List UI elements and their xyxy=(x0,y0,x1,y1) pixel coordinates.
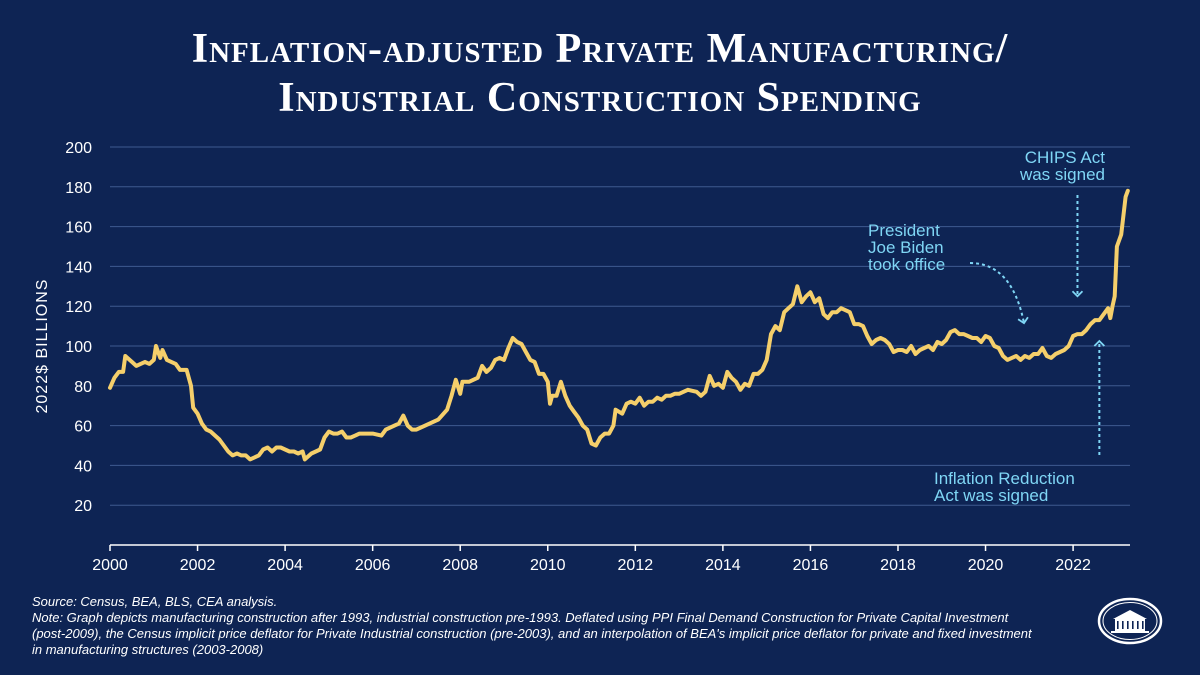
x-tick-label: 2016 xyxy=(793,557,829,574)
annotation-biden-office-line: President xyxy=(868,221,940,240)
x-tick-label: 2012 xyxy=(618,557,654,574)
annotation-biden-office-arrow xyxy=(969,262,1029,325)
y-tick-label: 80 xyxy=(74,379,92,396)
annotation-ira-line: Act was signed xyxy=(934,486,1048,505)
annotation-biden-office-line: Joe Biden xyxy=(868,238,944,257)
x-tick-label: 2008 xyxy=(442,557,478,574)
y-tick-label: 180 xyxy=(65,180,92,197)
x-tick-label: 2020 xyxy=(968,557,1004,574)
x-tick-label: 2010 xyxy=(530,557,566,574)
chart-title-line-2: Industrial Construction Spending xyxy=(278,75,922,121)
y-tick-label: 40 xyxy=(74,458,92,475)
y-tick-label: 160 xyxy=(65,220,92,237)
x-tick-label: 2022 xyxy=(1055,557,1091,574)
y-tick-label: 60 xyxy=(74,419,92,436)
methodology-note: Note: Graph depicts manufacturing constr… xyxy=(32,610,1032,657)
annotation-chips-act-line: was signed xyxy=(1019,165,1105,184)
chart-title-line-1: Inflation-adjusted Private Manufacturing… xyxy=(191,26,1009,72)
annotation-biden-office-line: took office xyxy=(868,255,945,274)
y-tick-label: 100 xyxy=(65,339,92,356)
x-tick-label: 2004 xyxy=(267,557,303,574)
y-tick-label: 20 xyxy=(74,498,92,515)
y-axis-label: 2022$ BILLIONS xyxy=(34,279,51,414)
y-tick-label: 200 xyxy=(65,140,92,157)
x-tick-label: 2006 xyxy=(355,557,391,574)
annotation-ira-line: Inflation Reduction xyxy=(934,469,1075,488)
series-line-0 xyxy=(108,188,1130,462)
x-tick-label: 2014 xyxy=(705,557,741,574)
x-tick-label: 2018 xyxy=(880,557,916,574)
y-tick-label: 140 xyxy=(65,259,92,276)
x-tick-label: 2002 xyxy=(180,557,216,574)
annotation-chips-act-line: CHIPS Act xyxy=(1025,148,1106,167)
x-tick-label: 2000 xyxy=(92,557,128,574)
y-tick-label: 120 xyxy=(65,299,92,316)
source-note: Source: Census, BEA, BLS, CEA analysis. xyxy=(32,594,278,609)
white-house-seal-icon xyxy=(1097,597,1163,645)
